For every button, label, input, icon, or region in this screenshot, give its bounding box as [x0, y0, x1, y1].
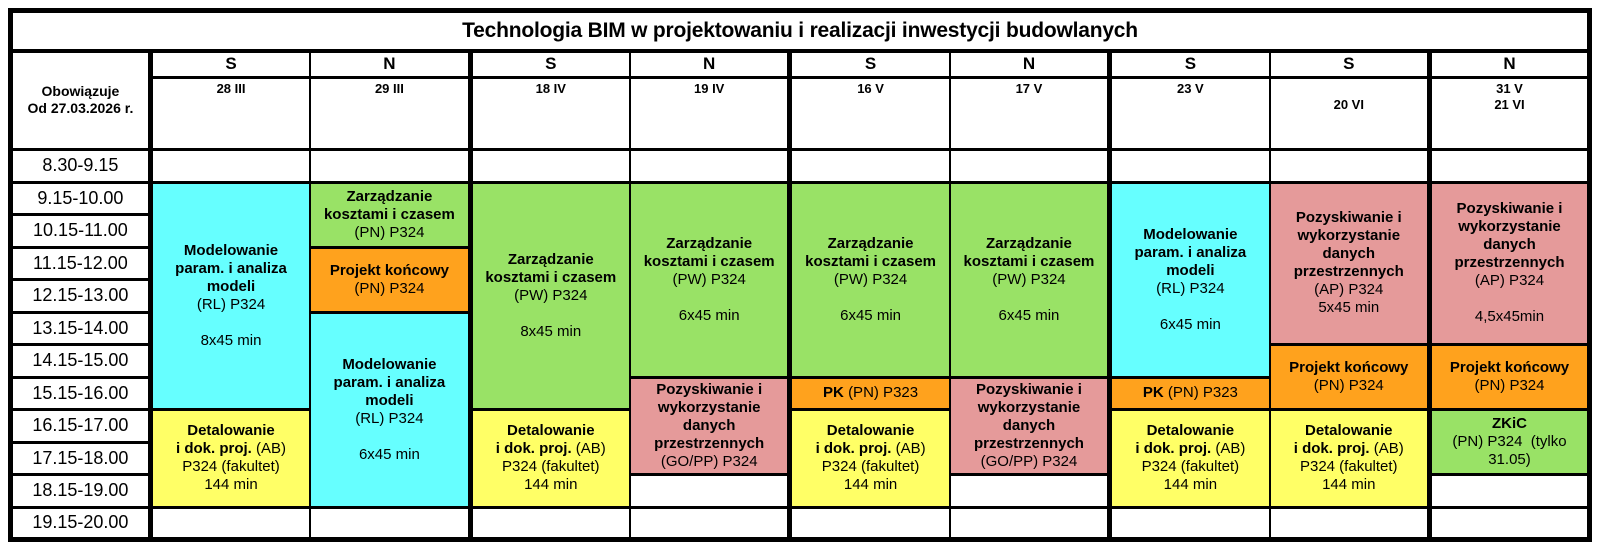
- page-title: Technologia BIM w projektowaniu i realiz…: [9, 9, 1591, 53]
- empty-cell: [948, 473, 1111, 509]
- empty-cell: [1107, 148, 1271, 184]
- empty-cell: [787, 148, 951, 184]
- empty-cell: [1268, 148, 1431, 184]
- empty-cell: [948, 505, 1111, 541]
- effective-line1: Obowiązuje: [41, 83, 120, 100]
- day-type-col8: S: [1268, 49, 1431, 79]
- title-row: Technologia BIM w projektowaniu i realiz…: [9, 9, 1591, 53]
- time-slot-10: 17.15-18.00: [9, 440, 152, 476]
- time-slot-8: 15.15-16.00: [9, 375, 152, 411]
- row-915: 9.15-10.00 Modelowanie param. i analiza …: [9, 180, 1591, 411]
- date-col7: 23 V: [1107, 76, 1271, 151]
- event-31v-zkic: ZKiC (PN) P324 (tylko 31.05): [1426, 408, 1591, 476]
- empty-cell: [1268, 505, 1431, 541]
- event-23v-modelowanie: Modelowanie param. i analiza modeli (RL) …: [1107, 180, 1271, 379]
- time-slot-2: 9.15-10.00: [9, 180, 152, 216]
- day-type-col9: N: [1426, 49, 1591, 79]
- row-1415: 14.15-15.00 Projekt końcowy (PN) P324 Pro…: [9, 343, 1591, 411]
- event-23v-pk: PK (PN) P323: [1107, 375, 1271, 411]
- date-col3: 18 IV: [467, 76, 631, 151]
- row-1515: 15.15-16.00 Pozyskiwanie i wykorzystanie…: [9, 375, 1590, 476]
- row-830: 8.30-9.15: [9, 148, 1591, 184]
- empty-cell: [1107, 505, 1271, 541]
- empty-cell: [147, 505, 312, 541]
- day-type-col2: N: [309, 49, 472, 79]
- event-20vi-pozyskiwanie: Pozyskiwanie i wykorzystanie danych prze…: [1268, 180, 1431, 346]
- event-28iii-modelowanie: Modelowanie param. i analiza modeli (RL) …: [147, 180, 312, 411]
- date-col1: 28 III: [147, 76, 312, 151]
- date-row: 28 III 29 III 18 IV 19 IV 16 V 17 V 23 V…: [11, 76, 1591, 151]
- date-col2: 29 III: [309, 76, 472, 151]
- row-1615: 16.15-17.00 Detalowanie i dok. proj. (AB)…: [9, 408, 1591, 509]
- event-16v-pk: PK (PN) P323: [787, 375, 951, 411]
- empty-cell: [628, 505, 791, 541]
- row-1115: 11.15-12.00 Projekt końcowy (PN) P324: [9, 245, 1590, 314]
- date-col6: 17 V: [948, 76, 1111, 151]
- event-18iv-detalowanie: Detalowanie i dok. proj. (AB) P324 (fakult…: [467, 408, 631, 509]
- event-17v-pozyskiwanie: Pozyskiwanie i wykorzystanie danych prze…: [948, 375, 1111, 476]
- row-1915: 19.15-20.00: [9, 505, 1591, 541]
- event-23v-detalowanie: Detalowanie i dok. proj. (AB) P324 (fakult…: [1107, 408, 1271, 509]
- event-19iv-zarzadzanie: Zarządzanie kosztami i czasem (PW) P324 6x…: [628, 180, 791, 379]
- day-type-col5: S: [787, 49, 951, 79]
- day-type-col6: N: [948, 49, 1111, 79]
- day-type-row: Obowiązuje Od 27.03.2026 r. S N S N S N …: [9, 49, 1591, 151]
- row-1315: 13.15-14.00 Modelowanie param. i analiza…: [9, 310, 1590, 509]
- empty-cell: [467, 148, 631, 184]
- empty-cell: [309, 505, 472, 541]
- event-16v-detalowanie: Detalowanie i dok. proj. (AB) P324 (fakult…: [787, 408, 951, 509]
- empty-cell: [628, 473, 791, 509]
- day-type-col3: S: [467, 49, 631, 79]
- empty-cell: [628, 148, 791, 184]
- empty-cell: [1426, 148, 1591, 184]
- date-col9: 31 V 21 VI: [1426, 76, 1591, 151]
- event-31v-pozyskiwanie: Pozyskiwanie i wykorzystanie danych prze…: [1426, 180, 1591, 346]
- event-29iii-modelowanie: Modelowanie param. i analiza modeli (RL) …: [309, 310, 472, 509]
- event-28iii-detalowanie: Detalowanie i dok. proj. (AB) P324 (fakult…: [147, 408, 312, 509]
- row-1015: 10.15-11.00: [9, 213, 1590, 249]
- empty-cell: [467, 505, 631, 541]
- day-type-col4: N: [628, 49, 791, 79]
- row-1215: 12.15-13.00: [9, 278, 1590, 314]
- date-col4: 19 IV: [628, 76, 791, 151]
- time-slot-6: 13.15-14.00: [9, 310, 152, 346]
- empty-cell: [147, 148, 312, 184]
- date-col8: 20 VI: [1268, 76, 1431, 151]
- empty-cell: [309, 148, 472, 184]
- event-20vi-detalowanie: Detalowanie i dok. proj. (AB) P324 (fakult…: [1268, 408, 1431, 509]
- event-17v-zarzadzanie: Zarządzanie kosztami i czasem (PW) P324 6x…: [948, 180, 1111, 379]
- time-slot-12: 19.15-20.00: [9, 505, 152, 541]
- day-type-col7: S: [1107, 49, 1271, 79]
- row-1715: 17.15-18.00: [9, 440, 1590, 476]
- effective-date-cell: Obowiązuje Od 27.03.2026 r.: [9, 49, 152, 151]
- event-19iv-pozyskiwanie: Pozyskiwanie i wykorzystanie danych prze…: [628, 375, 791, 476]
- event-29iii-projekt-koncowy: Projekt końcowy (PN) P324: [309, 245, 472, 314]
- date-col5: 16 V: [787, 76, 951, 151]
- time-slot-9: 16.15-17.00: [9, 408, 152, 444]
- event-20vi-projekt-koncowy: Projekt końcowy (PN) P324: [1268, 343, 1431, 411]
- empty-cell: [1426, 505, 1591, 541]
- event-16v-zarzadzanie: Zarządzanie kosztami i czasem (PW) P324 6x…: [787, 180, 951, 379]
- time-slot-5: 12.15-13.00: [9, 278, 152, 314]
- empty-cell: [948, 148, 1111, 184]
- event-29iii-zarzadzanie: Zarządzanie kosztami i czasem (PN) P324: [309, 180, 472, 249]
- empty-cell: [1426, 473, 1591, 509]
- event-18iv-zarzadzanie: Zarządzanie kosztami i czasem (PW) P324 8x…: [467, 180, 631, 411]
- row-1815: 18.15-19.00: [9, 473, 1591, 509]
- event-31v-projekt-koncowy: Projekt końcowy (PN) P324: [1426, 343, 1591, 411]
- time-slot-11: 18.15-19.00: [9, 473, 152, 509]
- empty-cell: [787, 505, 951, 541]
- effective-line2: Od 27.03.2026 r.: [27, 100, 134, 117]
- day-type-col1: S: [147, 49, 312, 79]
- timetable: Technologia BIM w projektowaniu i realiz…: [8, 8, 1592, 542]
- time-slot-3: 10.15-11.00: [9, 213, 152, 249]
- time-slot-4: 11.15-12.00: [9, 245, 152, 281]
- time-slot-7: 14.15-15.00: [9, 343, 152, 379]
- time-slot-1: 8.30-9.15: [9, 148, 152, 184]
